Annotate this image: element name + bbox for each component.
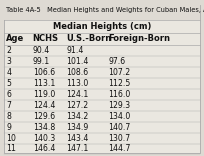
- Text: 134.8: 134.8: [33, 123, 55, 132]
- Text: 6: 6: [6, 90, 11, 99]
- Text: 106.6: 106.6: [33, 68, 55, 77]
- Text: 140.3: 140.3: [33, 134, 55, 143]
- Text: 7: 7: [6, 101, 11, 110]
- Text: 116.0: 116.0: [108, 90, 130, 99]
- Text: 99.1: 99.1: [33, 57, 50, 66]
- Text: 129.6: 129.6: [33, 112, 55, 121]
- Text: U.S.-Born: U.S.-Born: [66, 34, 112, 43]
- Text: Median Heights (cm): Median Heights (cm): [53, 22, 151, 31]
- Text: 5: 5: [6, 79, 11, 88]
- Text: 134.2: 134.2: [66, 112, 89, 121]
- Text: 113.0: 113.0: [66, 79, 89, 88]
- Text: NCHS: NCHS: [33, 34, 59, 43]
- Text: 113.1: 113.1: [33, 79, 55, 88]
- Text: Table 4A-5   Median Heights and Weights for Cuban Males, Ages 2-18: Table 4A-5 Median Heights and Weights fo…: [6, 7, 204, 12]
- Bar: [4, 5, 200, 20]
- Text: 10: 10: [6, 134, 16, 143]
- Text: 124.1: 124.1: [66, 90, 89, 99]
- Text: 124.4: 124.4: [33, 101, 55, 110]
- Text: 2: 2: [6, 46, 11, 55]
- Text: 90.4: 90.4: [33, 46, 50, 55]
- Text: 9: 9: [6, 123, 11, 132]
- Text: 101.4: 101.4: [66, 57, 89, 66]
- Text: 97.6: 97.6: [108, 57, 125, 66]
- Text: 144.7: 144.7: [108, 144, 131, 154]
- Text: 146.4: 146.4: [33, 144, 55, 154]
- Text: 11: 11: [6, 144, 16, 154]
- Text: 91.4: 91.4: [66, 46, 84, 55]
- Text: 127.2: 127.2: [66, 101, 88, 110]
- Text: Foreign-Born: Foreign-Born: [108, 34, 170, 43]
- Text: 134.9: 134.9: [66, 123, 89, 132]
- Text: 143.4: 143.4: [66, 134, 89, 143]
- Text: 4: 4: [6, 68, 11, 77]
- Text: Age: Age: [6, 34, 24, 43]
- Text: 8: 8: [6, 112, 11, 121]
- Text: 3: 3: [6, 57, 11, 66]
- Text: 107.2: 107.2: [108, 68, 130, 77]
- Text: 112.5: 112.5: [108, 79, 130, 88]
- Text: 108.6: 108.6: [66, 68, 88, 77]
- Text: 130.7: 130.7: [108, 134, 130, 143]
- Text: 140.7: 140.7: [108, 123, 130, 132]
- Text: 147.1: 147.1: [66, 144, 89, 154]
- Text: 134.0: 134.0: [108, 112, 130, 121]
- Text: 119.0: 119.0: [33, 90, 55, 99]
- Text: 129.3: 129.3: [108, 101, 130, 110]
